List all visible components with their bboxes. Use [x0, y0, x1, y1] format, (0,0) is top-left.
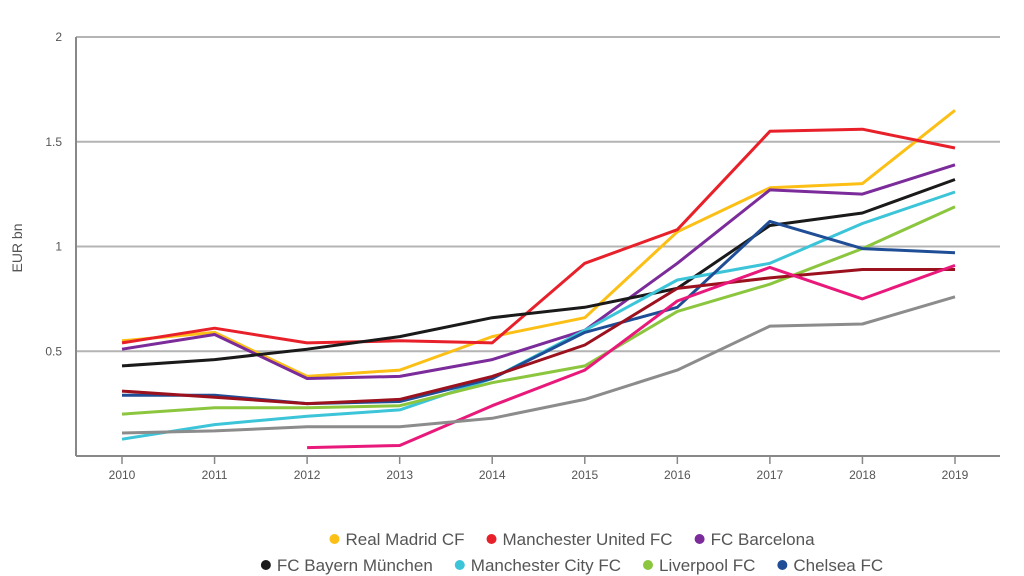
series-line-liverpool-fc	[121, 205, 956, 416]
x-tick-label: 2013	[386, 468, 413, 482]
series-line-unlabeled-9	[121, 295, 956, 435]
legend-label: Manchester United FC	[503, 530, 673, 549]
legend-marker	[260, 560, 271, 570]
x-tick-label: 2012	[294, 468, 321, 482]
x-tick-label: 2014	[479, 468, 506, 482]
series-line-fc-bayern-m-nchen	[121, 178, 956, 368]
series-line-manchester-city-fc	[121, 190, 956, 441]
legend-marker	[454, 560, 465, 570]
legend-label: Liverpool FC	[659, 556, 755, 575]
series-line-fc-barcelona	[121, 163, 956, 380]
legend-label: Real Madrid CF	[345, 530, 464, 549]
legend-label: FC Barcelona	[711, 530, 815, 549]
legend-label: Manchester City FC	[471, 556, 621, 575]
y-tick-label: 0.5	[45, 344, 62, 358]
x-tick-label: 2016	[664, 468, 691, 482]
legend-label: FC Bayern München	[277, 556, 433, 575]
x-tick-label: 2018	[849, 468, 876, 482]
y-tick-label: 1.5	[45, 135, 62, 149]
x-axis: 2010 2011 2012 2013 2014 2015 2016 2017 2018 2019	[75, 37, 1000, 482]
series-line-real-madrid-cf	[121, 109, 956, 378]
legend-marker	[694, 534, 705, 544]
series-line-unlabeled-7	[121, 268, 955, 406]
y-axis-label: EUR bn	[9, 223, 25, 272]
y-axis-ticks: 0.5 1 1.5 2	[45, 30, 62, 358]
y-tick-label: 2	[55, 30, 62, 44]
x-tick-label: 2010	[109, 468, 136, 482]
series-line-unlabeled-8	[307, 263, 956, 450]
series-lines	[121, 109, 956, 450]
x-tick-label: 2019	[942, 468, 969, 482]
x-tick-label: 2011	[202, 468, 228, 482]
legend: Real Madrid CF Manchester United FC FC Bar…	[260, 530, 883, 575]
legend-marker	[329, 534, 340, 544]
legend-label: Chelsea FC	[793, 556, 883, 575]
gridlines	[76, 36, 1000, 353]
y-tick-label: 1	[55, 240, 62, 254]
series-line-manchester-united-fc	[121, 127, 956, 345]
legend-marker	[642, 560, 653, 570]
legend-marker	[486, 534, 497, 544]
x-tick-label: 2015	[571, 468, 598, 482]
x-tick-label: 2017	[757, 468, 784, 482]
legend-marker	[777, 560, 788, 570]
